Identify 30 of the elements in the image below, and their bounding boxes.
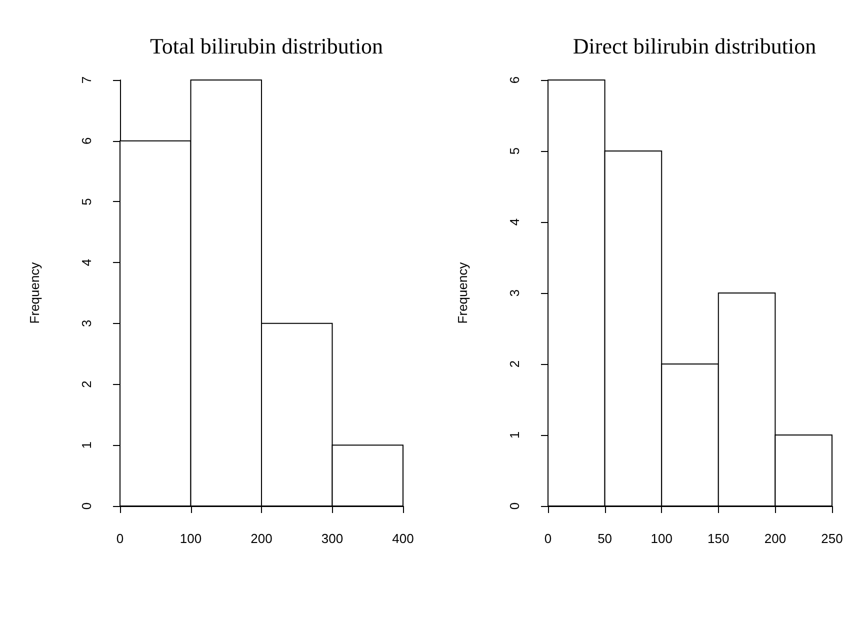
y-tick-label: 1: [507, 431, 522, 439]
x-tick-label: 400: [392, 531, 414, 546]
x-tick-label: 100: [180, 531, 202, 546]
x-tick-label: 200: [250, 531, 272, 546]
y-tick-label: 6: [79, 137, 94, 144]
chart-title: Total bilirubin distribution: [150, 34, 384, 58]
x-tick-label: 0: [116, 531, 124, 546]
y-tick-label: 1: [79, 442, 94, 449]
y-tick-label: 2: [507, 360, 522, 368]
x-tick-label: 200: [764, 531, 786, 546]
y-axis-title: Frequency: [27, 262, 42, 324]
y-tick-label: 3: [79, 320, 94, 328]
y-tick-label: 4: [79, 258, 94, 266]
y-tick-label: 6: [507, 76, 522, 84]
x-tick-label: 300: [321, 531, 344, 546]
y-tick-label: 7: [79, 76, 94, 84]
y-tick-label: 0: [79, 502, 94, 510]
y-tick-label: 2: [79, 380, 94, 388]
y-tick-label: 5: [507, 147, 522, 155]
y-tick-label: 5: [79, 198, 94, 206]
y-tick-label: 0: [507, 502, 522, 510]
x-tick-label: 50: [598, 531, 612, 546]
x-tick-label: 0: [544, 531, 552, 546]
y-tick-label: 3: [507, 289, 522, 297]
x-tick-label: 250: [821, 531, 843, 546]
y-tick-label: 4: [507, 218, 522, 226]
x-tick-label: 100: [650, 531, 672, 546]
chart-title: Direct bilirubin distribution: [572, 34, 816, 58]
y-axis-title: Frequency: [455, 262, 470, 324]
x-tick-label: 150: [708, 531, 730, 546]
